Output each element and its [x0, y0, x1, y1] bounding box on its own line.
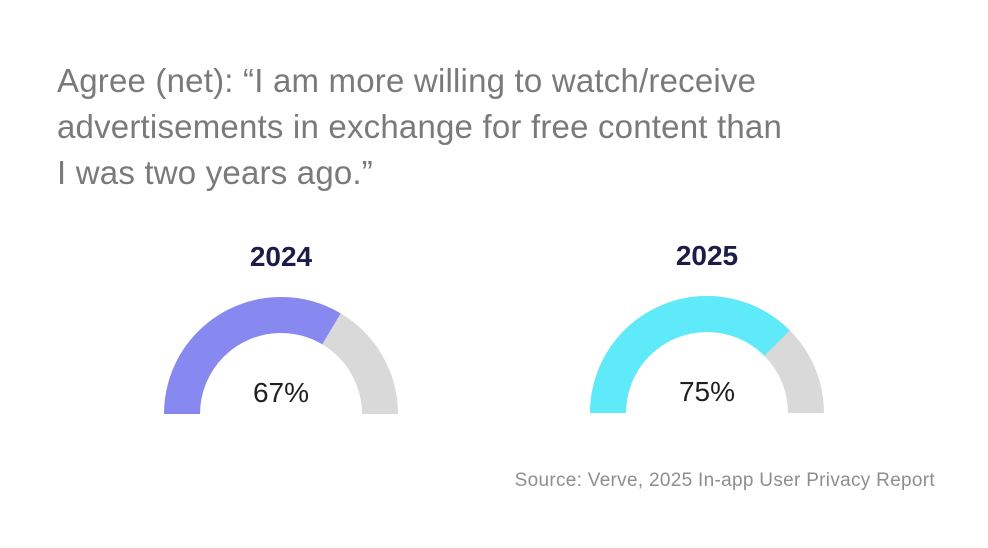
chart-title-line-2: advertisements in exchange for free cont… [57, 108, 783, 145]
source-note: Source: Verve, 2025 In-app User Privacy … [514, 470, 935, 491]
gauge-2024: 2024 67% [161, 243, 401, 428]
chart-title-line-1: Agree (net): “I am more willing to watch… [57, 62, 757, 99]
chart-title-line-3: I was two years ago.” [57, 154, 373, 191]
gauge-2024-arc [164, 297, 398, 415]
gauge-2024-value-label: 67% [252, 377, 310, 408]
gauge-2025: 2025 75% [587, 242, 827, 427]
chart-title: Agree (net): “I am more willing to watch… [57, 58, 947, 196]
gauge-2025-arc [590, 296, 824, 414]
gauge-value-arc [164, 297, 398, 415]
gauge-value-arc [590, 296, 824, 414]
gauge-2025-year-label: 2025 [675, 240, 739, 271]
gauge-2025-value-label: 75% [678, 376, 736, 407]
gauge-2024-year-label: 2024 [249, 241, 313, 272]
